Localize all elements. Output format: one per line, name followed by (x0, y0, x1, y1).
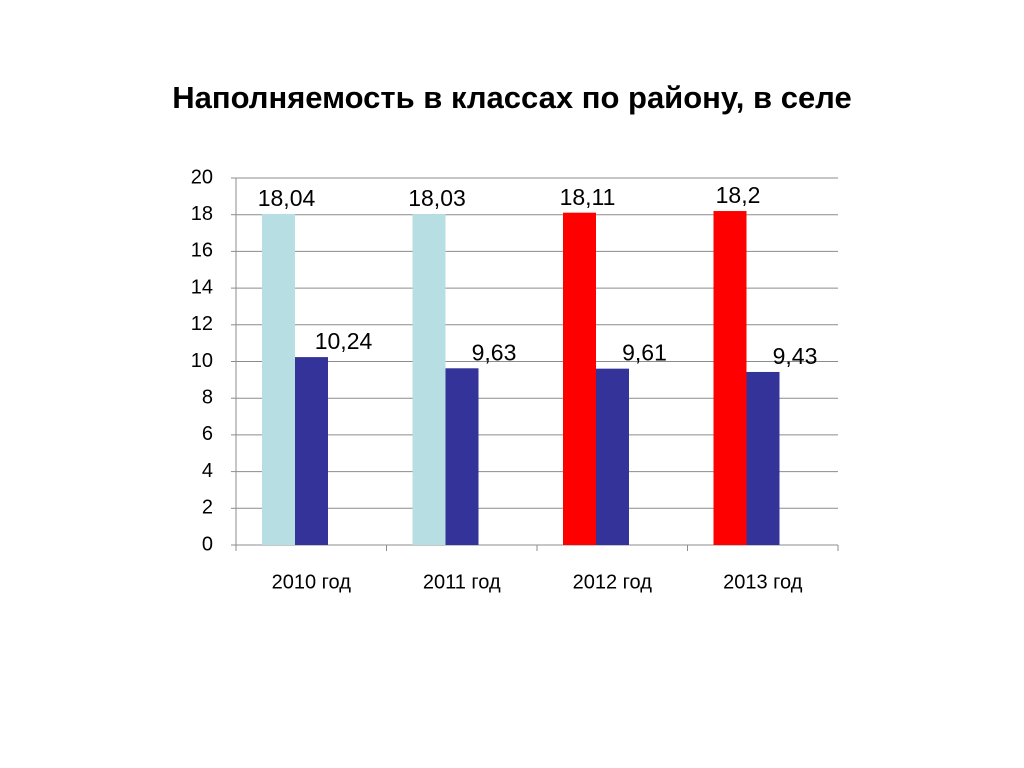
y-tick-label: 14 (191, 276, 213, 298)
value-label: 10,24 (315, 328, 373, 354)
bar (596, 368, 629, 545)
x-tick-label: 2011 год (423, 571, 501, 593)
y-tick-label: 18 (191, 203, 213, 225)
bar (412, 214, 446, 545)
bar (262, 213, 295, 545)
y-tick-label: 20 (191, 166, 213, 188)
chart-title: Наполняемость в классах по району, в сел… (172, 80, 851, 115)
y-tick-label: 12 (191, 313, 213, 335)
value-label: 18,03 (408, 185, 466, 211)
x-tick-label: 2012 год (573, 571, 653, 593)
x-tick-label: 2013 год (723, 571, 803, 593)
y-tick-label: 16 (191, 240, 213, 262)
value-label: 18,2 (716, 182, 761, 208)
y-tick-label: 4 (202, 460, 213, 482)
value-label: 9,63 (472, 339, 517, 365)
bar (713, 211, 747, 545)
value-label: 9,61 (622, 340, 667, 366)
y-tick-label: 6 (202, 423, 213, 445)
value-label: 9,43 (773, 343, 818, 369)
y-tick-label: 8 (202, 386, 213, 408)
bar (746, 371, 780, 545)
value-label: 18,11 (560, 184, 616, 210)
y-tick-label: 10 (191, 350, 213, 372)
bar (295, 357, 328, 545)
bar (563, 212, 596, 545)
bar (445, 368, 479, 545)
y-tick-label: 0 (202, 533, 213, 555)
x-tick-label: 2010 год (272, 571, 352, 593)
value-label: 18,04 (258, 185, 316, 211)
y-tick-label: 2 (202, 497, 213, 519)
